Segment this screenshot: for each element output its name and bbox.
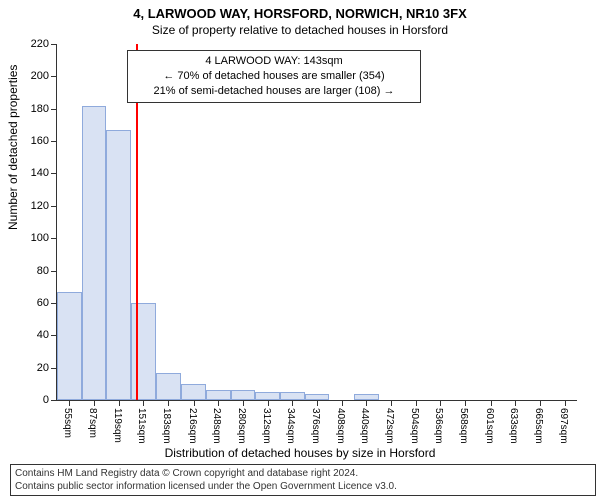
x-tick: [540, 400, 541, 406]
y-tick-label: 100: [31, 232, 57, 244]
histogram-bar: [206, 390, 231, 400]
y-tick-label: 20: [37, 362, 57, 374]
y-tick-label: 120: [31, 200, 57, 212]
annotation-box: 4 LARWOOD WAY: 143sqm← 70% of detached h…: [127, 50, 421, 103]
x-tick: [416, 400, 417, 406]
x-tick-label: 344sqm: [285, 408, 296, 444]
y-tick-label: 40: [37, 329, 57, 341]
x-tick: [366, 400, 367, 406]
x-tick: [143, 400, 144, 406]
x-tick: [317, 400, 318, 406]
x-tick-label: 633sqm: [508, 408, 519, 444]
x-tick: [168, 400, 169, 406]
annotation-line-3: 21% of semi-detached houses are larger (…: [134, 84, 414, 99]
x-axis-label: Distribution of detached houses by size …: [0, 446, 600, 460]
attribution-footer: Contains HM Land Registry data © Crown c…: [10, 464, 596, 496]
x-tick: [440, 400, 441, 406]
histogram-bar: [82, 106, 107, 401]
y-tick-label: 140: [31, 167, 57, 179]
annotation-line-1: 4 LARWOOD WAY: 143sqm: [134, 54, 414, 69]
x-tick-label: 536sqm: [433, 408, 444, 444]
x-tick-label: 87sqm: [87, 408, 98, 438]
x-tick-label: 697sqm: [558, 408, 569, 444]
y-tick-label: 80: [37, 265, 57, 277]
y-tick-label: 180: [31, 103, 57, 115]
histogram-bar: [131, 303, 156, 400]
y-tick-label: 160: [31, 135, 57, 147]
x-tick-label: 601sqm: [484, 408, 495, 444]
histogram-plot-area: 02040608010012014016018020022055sqm87sqm…: [56, 44, 577, 401]
histogram-bar: [57, 292, 82, 400]
footer-line-2: Contains public sector information licen…: [15, 480, 591, 493]
histogram-bar: [255, 392, 280, 400]
x-tick-label: 568sqm: [458, 408, 469, 444]
x-tick-label: 280sqm: [236, 408, 247, 444]
x-tick: [465, 400, 466, 406]
x-tick: [565, 400, 566, 406]
x-tick: [119, 400, 120, 406]
y-tick-label: 220: [31, 38, 57, 50]
x-tick-label: 119sqm: [112, 408, 123, 443]
x-tick: [342, 400, 343, 406]
histogram-bar: [280, 392, 305, 400]
x-tick: [515, 400, 516, 406]
x-tick: [292, 400, 293, 406]
annotation-line-2: ← 70% of detached houses are smaller (35…: [134, 69, 414, 84]
y-tick-label: 60: [37, 297, 57, 309]
y-axis-label: Number of detached properties: [6, 65, 20, 230]
y-tick-label: 0: [43, 394, 57, 406]
x-tick-label: 440sqm: [359, 408, 370, 444]
histogram-bar: [106, 130, 131, 400]
x-tick: [218, 400, 219, 406]
chart-title-sub: Size of property relative to detached ho…: [0, 23, 600, 37]
x-tick: [243, 400, 244, 406]
x-tick: [194, 400, 195, 406]
footer-line-1: Contains HM Land Registry data © Crown c…: [15, 467, 591, 480]
histogram-bar: [181, 384, 206, 400]
x-tick-label: 151sqm: [136, 408, 147, 444]
histogram-bar: [156, 373, 181, 401]
x-tick: [69, 400, 70, 406]
x-tick-label: 183sqm: [161, 408, 172, 444]
x-tick-label: 216sqm: [187, 408, 198, 444]
y-tick-label: 200: [31, 70, 57, 82]
x-tick: [491, 400, 492, 406]
x-tick-label: 504sqm: [409, 408, 420, 444]
x-tick: [391, 400, 392, 406]
x-tick: [268, 400, 269, 406]
x-tick-label: 665sqm: [533, 408, 544, 444]
chart-title-main: 4, LARWOOD WAY, HORSFORD, NORWICH, NR10 …: [0, 6, 600, 21]
x-tick-label: 408sqm: [335, 408, 346, 444]
x-tick-label: 376sqm: [310, 408, 321, 444]
x-tick: [94, 400, 95, 406]
histogram-bar: [231, 390, 256, 400]
histogram-bar: [305, 394, 330, 400]
x-tick-label: 472sqm: [384, 408, 395, 444]
histogram-bar: [354, 394, 379, 400]
x-tick-label: 55sqm: [62, 408, 73, 438]
x-tick-label: 248sqm: [211, 408, 222, 444]
x-tick-label: 312sqm: [261, 408, 272, 444]
